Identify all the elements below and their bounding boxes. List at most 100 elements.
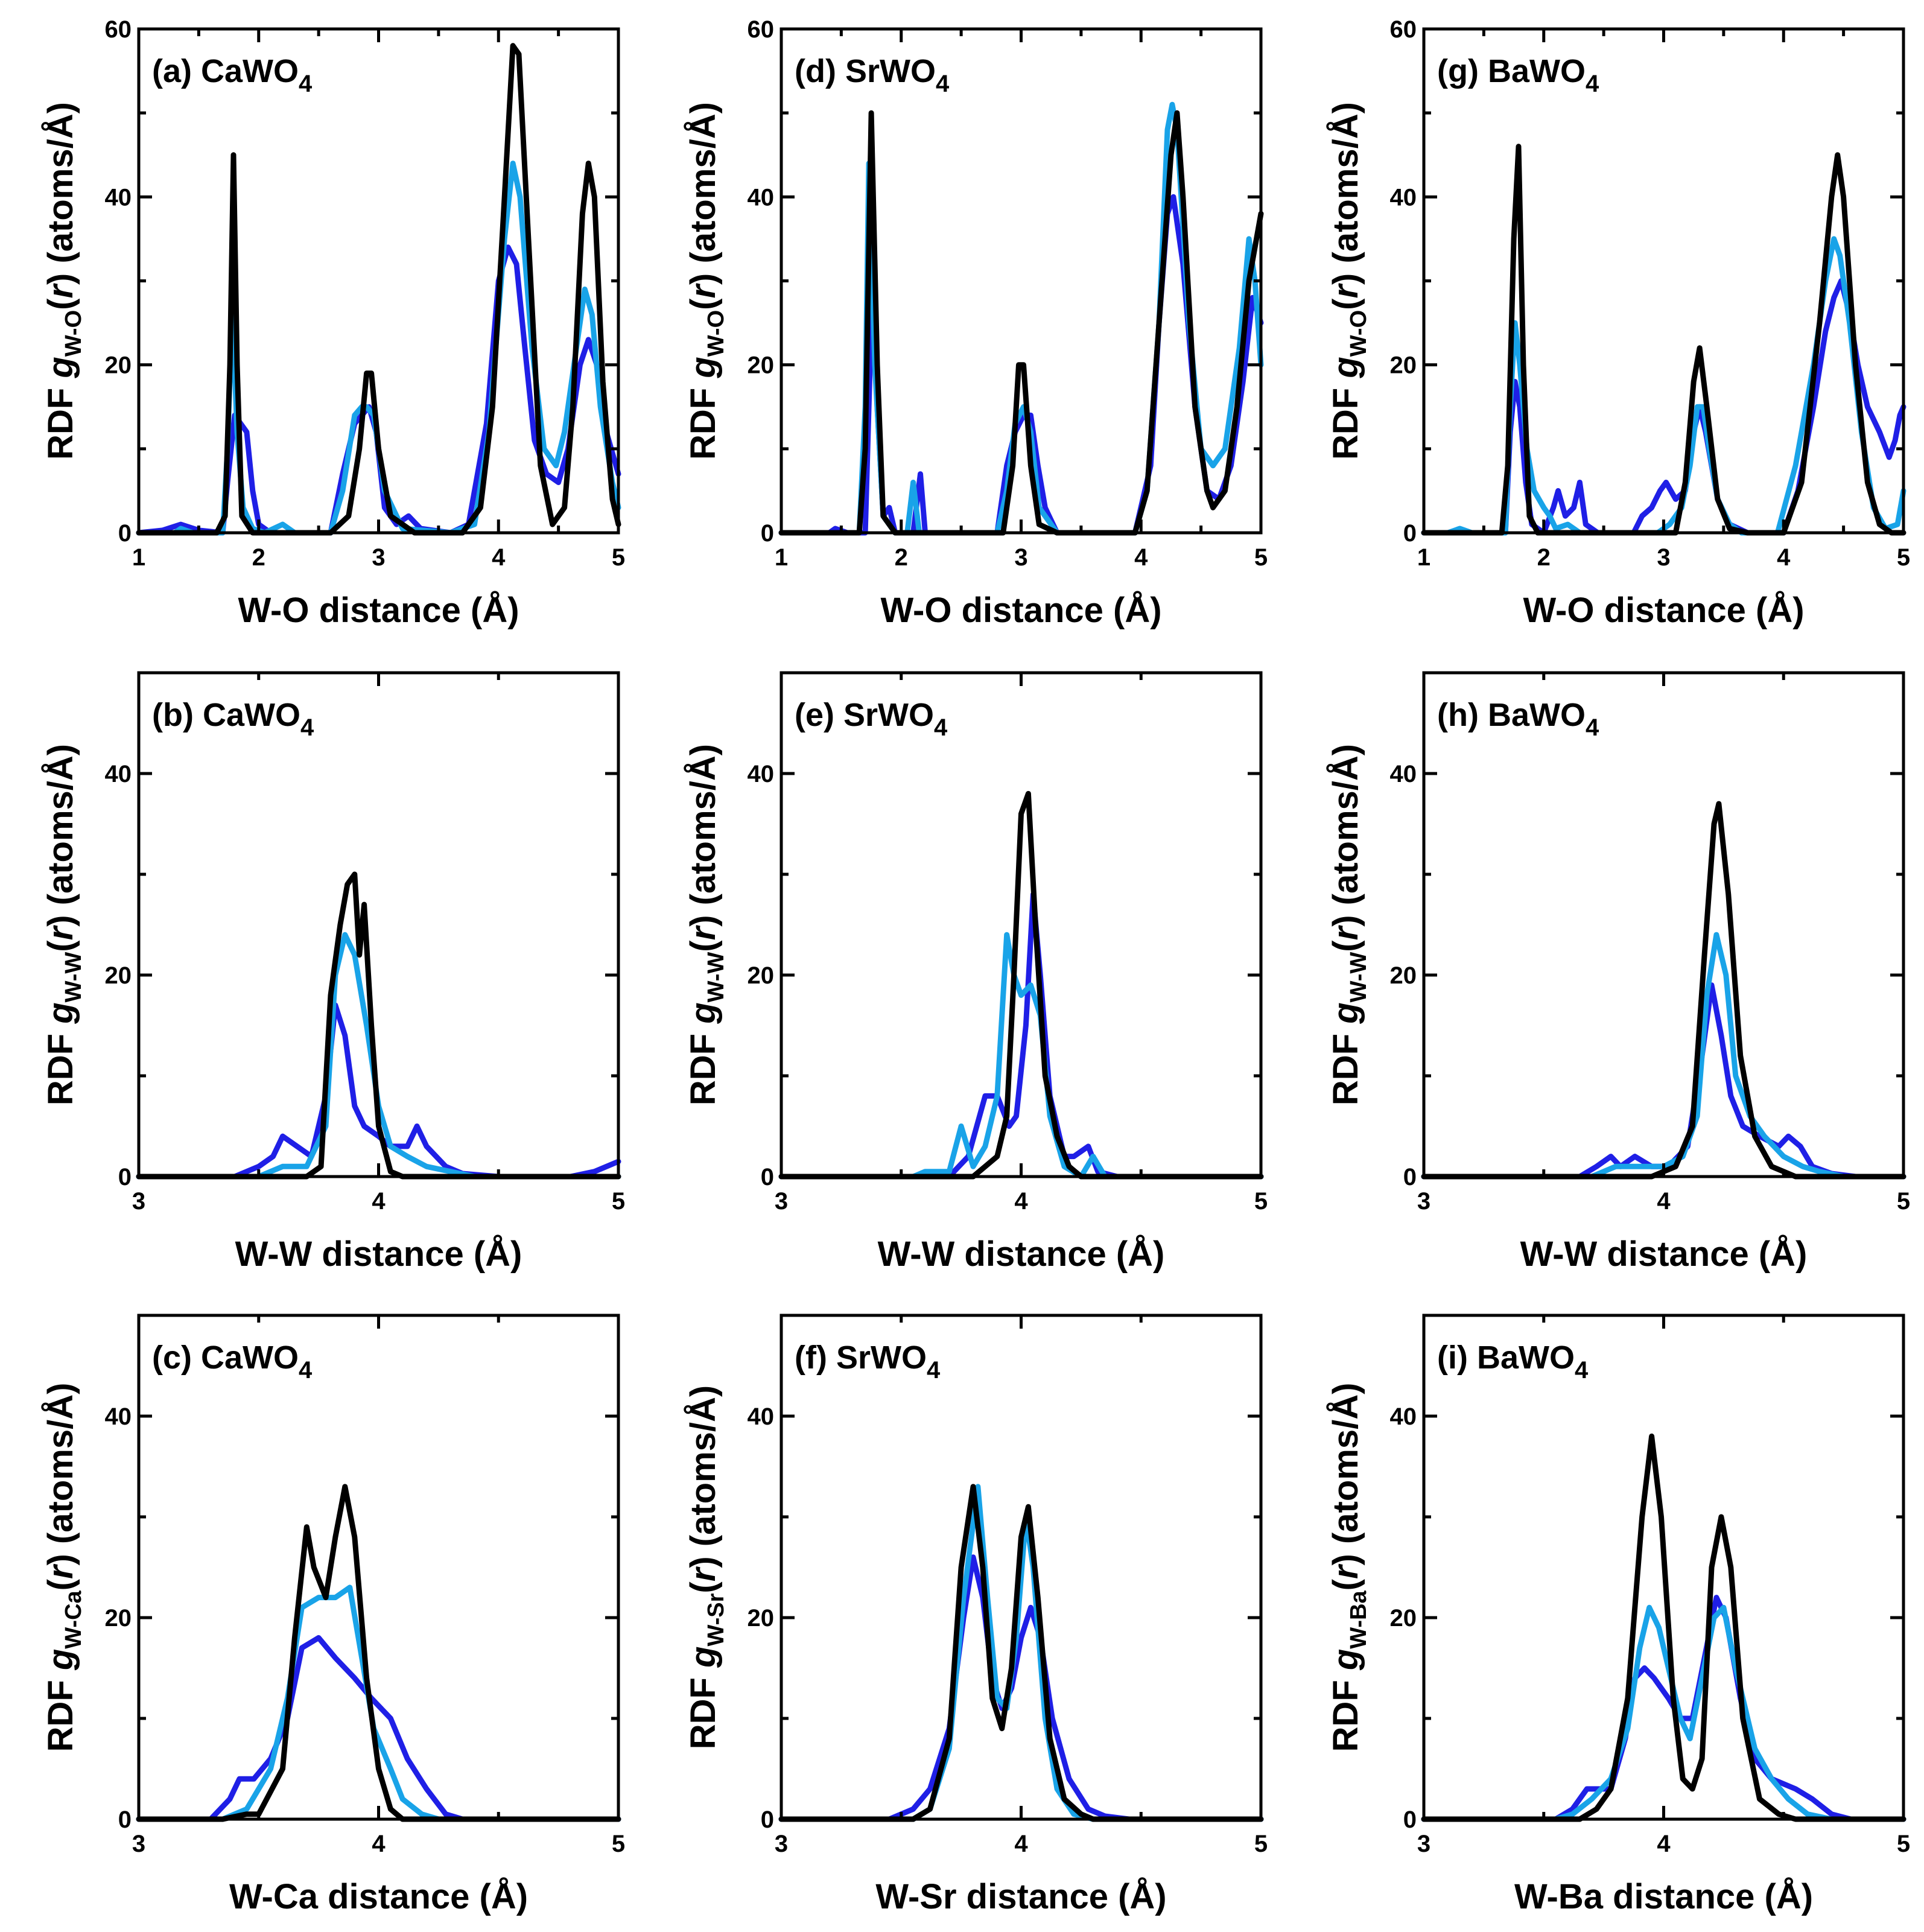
series-lightblue-line xyxy=(1421,1604,1907,1822)
y-tick-label: 0 xyxy=(1403,1806,1417,1833)
y-tick-label: 40 xyxy=(105,1403,132,1430)
x-tick-label: 1 xyxy=(132,544,145,571)
y-axis-title-r: r xyxy=(1326,283,1365,299)
y-axis-title-g: g xyxy=(41,1002,80,1024)
series-black-line xyxy=(778,110,1264,536)
y-axis-title-g: g xyxy=(1326,357,1365,378)
panel-title-subscript: 4 xyxy=(299,1357,313,1384)
x-axis-title: W-W distance (Å) xyxy=(235,1235,522,1274)
panel-title: (c) CaWO4 xyxy=(152,1339,313,1384)
panel-title-text: (e) SrWO xyxy=(795,697,934,733)
y-tick-label: 0 xyxy=(1403,520,1417,547)
x-tick-label: 5 xyxy=(1897,1831,1910,1857)
x-tick-label: 5 xyxy=(1254,1188,1268,1215)
panel-title: (f) SrWO4 xyxy=(795,1339,941,1384)
x-tick-label: 2 xyxy=(252,544,265,571)
y-axis-title-paren: ( xyxy=(684,298,723,310)
y-axis-title-g: g xyxy=(41,357,80,378)
panel-title-text: (h) BaWO xyxy=(1437,697,1586,733)
y-axis-title-paren: ( xyxy=(41,1578,80,1590)
x-tick-label: 5 xyxy=(1897,544,1910,571)
y-axis-title-r: r xyxy=(684,1566,723,1581)
y-axis-title-paren: ( xyxy=(684,940,723,952)
y-axis-title-subscript: W-O xyxy=(703,310,729,357)
panel-title: (h) BaWO4 xyxy=(1437,697,1599,741)
y-axis-title-r: r xyxy=(41,924,80,940)
series-black-line xyxy=(136,871,621,1180)
series-blue-line xyxy=(1421,278,1907,536)
y-axis-title-r: r xyxy=(684,283,723,299)
x-tick-label: 3 xyxy=(1417,1831,1430,1857)
x-tick-label: 1 xyxy=(1417,544,1430,571)
y-axis-title-subscript: W-Ca xyxy=(61,1590,86,1648)
x-tick-label: 2 xyxy=(1537,544,1551,571)
y-tick-label: 40 xyxy=(1390,184,1417,211)
panel-title-subscript: 4 xyxy=(300,714,314,741)
y-tick-label: 40 xyxy=(1390,761,1417,787)
series-lightblue-line xyxy=(1421,236,1907,536)
panel-title-subscript: 4 xyxy=(1586,714,1599,741)
y-axis-title-subscript: W-O xyxy=(61,310,86,357)
y-axis-title: RDF gW-Ca(r) (atoms/Å) xyxy=(41,1383,86,1752)
y-axis-title-prefix: RDF xyxy=(684,1024,723,1105)
y-axis-title-prefix: RDF xyxy=(1326,378,1365,460)
y-axis-title: RDF gW-W(r) (atoms/Å) xyxy=(684,744,729,1105)
series-blue-line xyxy=(778,891,1264,1180)
x-axis-title: W-W distance (Å) xyxy=(878,1235,1165,1274)
y-axis-title: RDF gW-W(r) (atoms/Å) xyxy=(41,744,86,1105)
y-axis-title-paren: ( xyxy=(684,1581,723,1594)
y-axis-title-subscript: W-Sr xyxy=(703,1593,729,1646)
x-tick-label: 5 xyxy=(612,1188,625,1215)
y-tick-label: 40 xyxy=(105,761,132,787)
x-axis-title: W-Sr distance (Å) xyxy=(875,1877,1166,1916)
x-tick-label: 4 xyxy=(1657,1188,1671,1215)
x-tick-label: 3 xyxy=(775,1188,788,1215)
y-tick-label: 40 xyxy=(748,184,775,211)
y-axis-title: RDF gW-O(r) (atoms/Å) xyxy=(1326,102,1371,460)
y-axis-title-unit: ) (atoms/Å) xyxy=(684,1385,723,1568)
panel-title-text: (c) CaWO xyxy=(152,1339,299,1376)
y-axis-title-unit: ) (atoms/Å) xyxy=(1326,102,1365,285)
series-black-line xyxy=(1421,801,1907,1180)
y-tick-label: 20 xyxy=(105,1605,132,1632)
y-axis-title-unit: ) (atoms/Å) xyxy=(684,744,723,927)
y-axis-title-unit: ) (atoms/Å) xyxy=(1326,1383,1365,1566)
x-tick-label: 4 xyxy=(1657,1831,1671,1857)
y-axis-title-subscript: W-Ba xyxy=(1346,1590,1371,1648)
y-axis-title-g: g xyxy=(684,357,723,378)
y-axis-title: RDF gW-O(r) (atoms/Å) xyxy=(684,102,729,460)
y-axis-title-g: g xyxy=(684,1646,723,1668)
y-tick-label: 40 xyxy=(748,761,775,787)
x-axis-title: W-Ba distance (Å) xyxy=(1514,1877,1813,1916)
y-axis-title-g: g xyxy=(41,1649,80,1671)
x-tick-label: 5 xyxy=(612,544,625,571)
panel-title: (a) CaWO4 xyxy=(152,53,313,97)
x-tick-label: 3 xyxy=(132,1831,145,1857)
y-axis-title: RDF gW-W(r) (atoms/Å) xyxy=(1326,744,1371,1105)
x-tick-label: 3 xyxy=(1014,544,1027,571)
x-axis-title: W-O distance (Å) xyxy=(238,591,519,630)
y-axis-title-r: r xyxy=(41,283,80,299)
y-axis-title: RDF gW-Sr(r) (atoms/Å) xyxy=(684,1385,729,1749)
series-black-line xyxy=(1421,144,1907,536)
y-tick-label: 40 xyxy=(748,1403,775,1430)
y-axis-title-paren: ( xyxy=(41,298,80,310)
series-lightblue-line xyxy=(1421,932,1907,1180)
y-axis-title-r: r xyxy=(684,924,723,940)
y-tick-label: 20 xyxy=(1390,352,1417,379)
y-tick-label: 60 xyxy=(1390,16,1417,43)
y-axis-title-g: g xyxy=(684,1002,723,1024)
x-tick-label: 5 xyxy=(1897,1188,1910,1215)
x-tick-label: 3 xyxy=(775,1831,788,1857)
panel-title-subscript: 4 xyxy=(1586,71,1599,97)
x-tick-label: 3 xyxy=(1657,544,1670,571)
y-tick-label: 20 xyxy=(1390,1605,1417,1632)
x-tick-label: 5 xyxy=(1254,544,1268,571)
y-axis-title-prefix: RDF xyxy=(41,1670,80,1752)
x-tick-label: 3 xyxy=(1417,1188,1430,1215)
